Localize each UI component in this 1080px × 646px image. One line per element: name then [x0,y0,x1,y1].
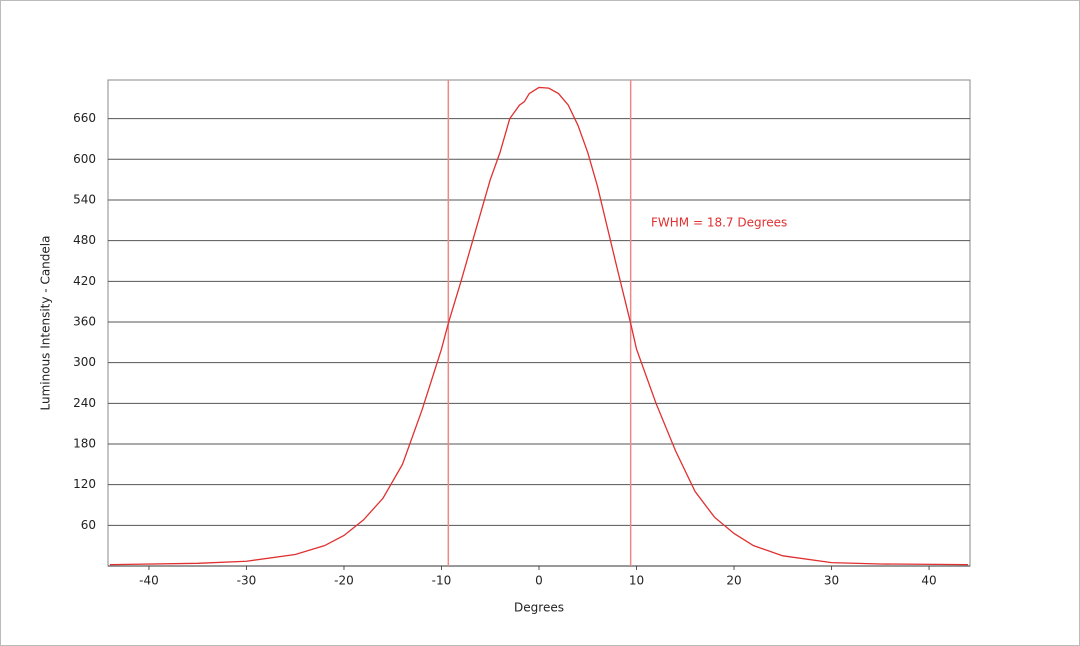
y-tick-label: 420 [73,274,96,288]
y-tick-label: 60 [81,518,96,532]
x-tick-label: -30 [237,574,257,588]
y-tick-label: 120 [73,477,96,491]
y-tick-label: 300 [73,355,96,369]
annotation: FWHM = 18.7 Degrees [651,216,787,230]
x-axis-label: Degrees [514,601,564,615]
x-tick-label: 20 [726,574,741,588]
y-axis-label: Luminous Intensity - Candela [39,236,53,411]
data-line [109,86,969,566]
x-tick-label: 0 [535,574,543,588]
y-tick-label: 600 [73,152,96,166]
y-tick-label: 360 [73,314,96,328]
x-tick-label: -40 [139,574,159,588]
y-tick-label: 180 [73,436,96,450]
x-tick-label: 40 [921,574,936,588]
x-tick-label: -10 [432,574,452,588]
x-tick-label: -20 [334,574,354,588]
y-tick-label: 540 [73,192,96,206]
y-tick-label: 240 [73,396,96,410]
y-tick-label: 480 [73,233,96,247]
x-tick-label: 30 [824,574,839,588]
y-tick-label: 660 [73,111,96,125]
x-tick-label: 10 [629,574,644,588]
